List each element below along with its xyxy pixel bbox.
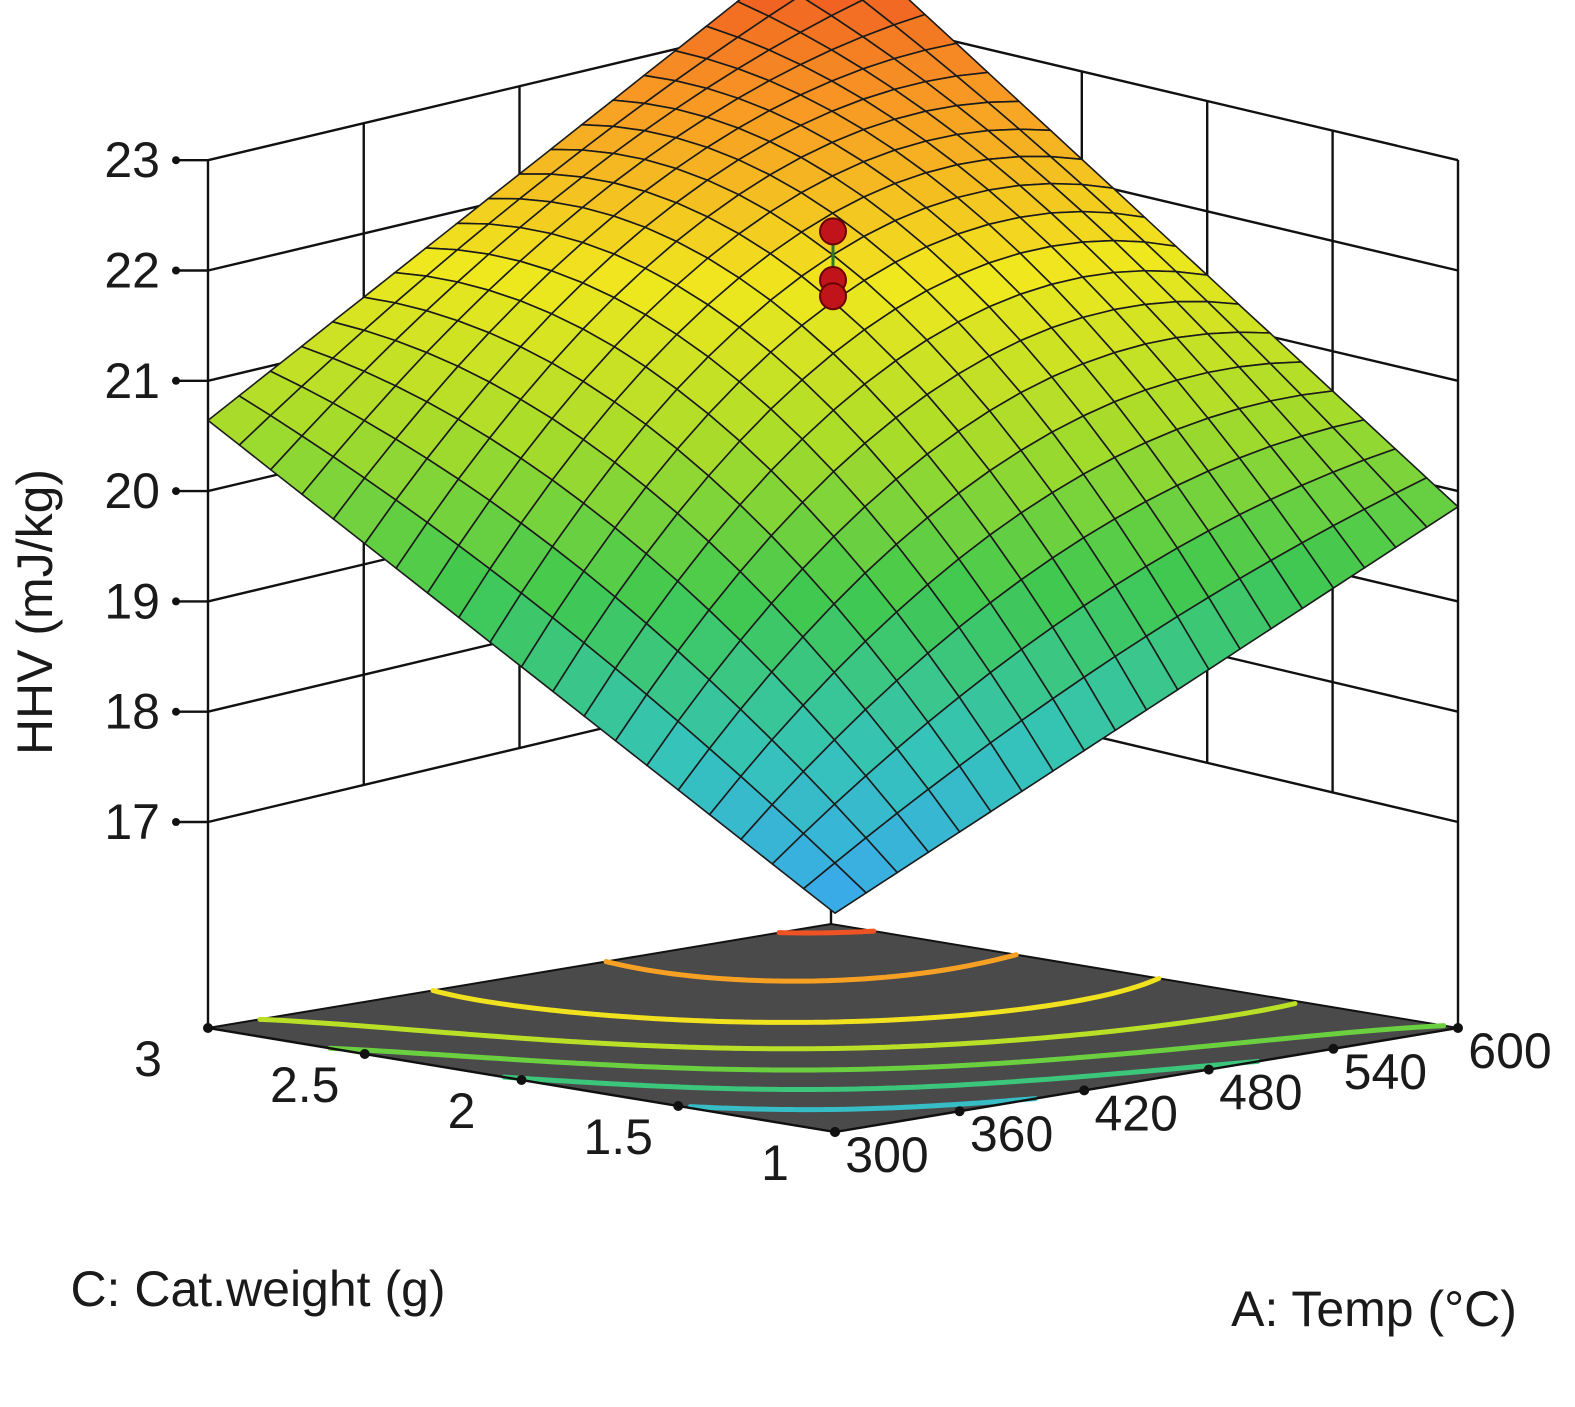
z-tick-label: 18 (104, 684, 160, 740)
y-tick-mark (830, 1127, 840, 1137)
z-tick-label: 22 (104, 243, 160, 299)
response-surface (206, 0, 1460, 915)
contour-lines (257, 928, 1447, 1113)
contour-line (327, 1023, 1447, 1073)
design-points (819, 217, 847, 311)
x-tick-mark (954, 1106, 965, 1117)
x-tick-mark (1079, 1085, 1090, 1096)
axes: 300 360 420 480 540 600 1 1.5 2 2.5 3 17 18 19 20 21 22 2… (104, 132, 1551, 1191)
z-tick-label: 23 (104, 132, 160, 188)
y-tick-mark (673, 1101, 684, 1111)
z-tick-label: 17 (104, 794, 160, 850)
design-point (819, 282, 847, 311)
y-tick-label: 2.5 (270, 1057, 340, 1113)
x-tick-label: 540 (1344, 1044, 1427, 1100)
x-tick-mark (1328, 1043, 1339, 1054)
contour-line (501, 1058, 1261, 1093)
design-point (819, 217, 847, 246)
x-tick-label: 360 (970, 1106, 1053, 1162)
y-axis-title: C: Cat.weight (g) (70, 1261, 445, 1317)
surface-cell (802, 861, 868, 915)
x-tick-mark (1203, 1064, 1214, 1075)
contour-line (603, 952, 1019, 984)
y-tick-label: 2 (448, 1083, 476, 1139)
y-tick-mark (516, 1075, 527, 1085)
contour-line (257, 1001, 1298, 1052)
z-axis-title: HHV (mJ/kg) (7, 469, 63, 755)
contour-line (776, 928, 877, 936)
contour-line (687, 1096, 1038, 1113)
z-tick-label: 19 (104, 573, 160, 629)
x-tick-label: 480 (1219, 1065, 1302, 1121)
y-tick-label: 3 (134, 1031, 162, 1087)
y-tick-mark (359, 1049, 370, 1059)
x-tick-label: 300 (845, 1127, 928, 1183)
z-tick-label: 20 (104, 463, 160, 519)
contour-line (430, 975, 1162, 1025)
x-axis-line (834, 1026, 1459, 1134)
y-tick-mark (203, 1023, 213, 1033)
x-tick-label: 600 (1468, 1023, 1551, 1079)
x-axis-title: A: Temp (°C) (1231, 1281, 1517, 1337)
y-tick-label: 1.5 (583, 1109, 653, 1165)
y-tick-label: 1 (761, 1135, 789, 1191)
x-tick-label: 420 (1094, 1085, 1177, 1141)
x-tick-mark (1453, 1023, 1463, 1033)
z-tick-label: 21 (104, 353, 160, 409)
